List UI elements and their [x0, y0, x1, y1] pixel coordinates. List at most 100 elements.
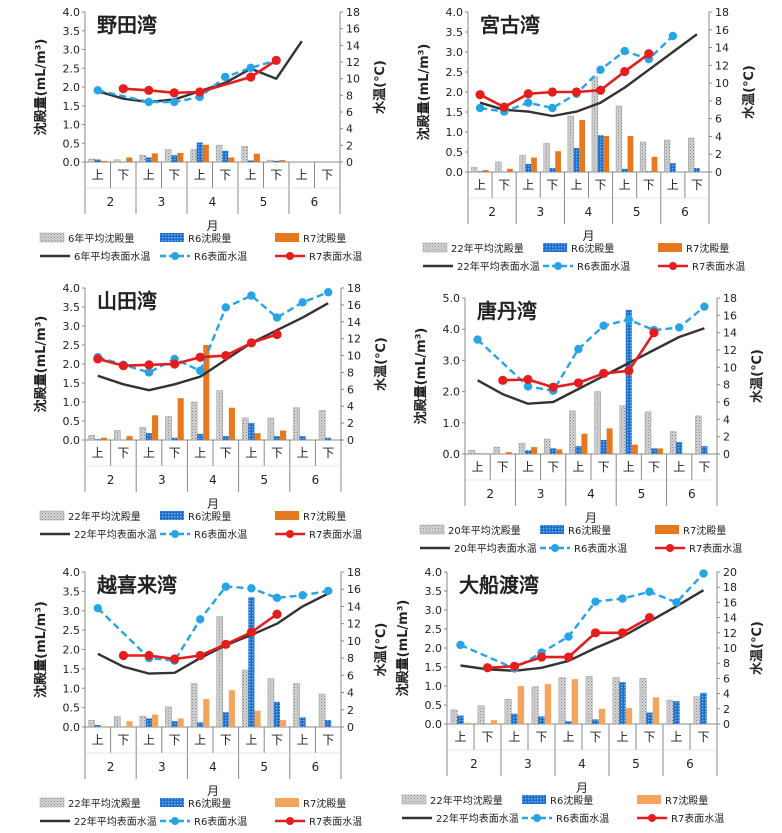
r7-bar — [651, 156, 658, 172]
r6-line-point — [247, 584, 256, 593]
legend-marker — [666, 544, 674, 552]
legend-label: 22年平均表面水温 — [74, 815, 157, 828]
left-tick-label: 4.0 — [63, 282, 81, 295]
avg-bar — [216, 616, 224, 728]
half-label: 上 — [667, 178, 679, 192]
r7-bar — [627, 136, 634, 172]
half-label: 下 — [648, 460, 660, 474]
avg-bar — [114, 430, 121, 441]
r6-bar — [600, 439, 607, 454]
left-tick-label: 0.0 — [443, 448, 461, 461]
right-tick-label: 16 — [347, 583, 361, 596]
right-tick-label: 8 — [723, 657, 730, 670]
legend-label: R6表面水温 — [194, 528, 247, 541]
right-tick-label: 14 — [723, 612, 737, 625]
half-label: 上 — [143, 733, 155, 747]
half-label: 下 — [271, 733, 283, 747]
r7-bar — [657, 448, 663, 454]
month-label: 2 — [486, 487, 494, 501]
r6-bar — [700, 692, 707, 724]
r6-bar — [549, 168, 556, 172]
right-tick-label: 4 — [723, 688, 730, 701]
right-tick-label: 14 — [347, 600, 361, 613]
half-label: 上 — [245, 168, 257, 182]
avg-bar — [88, 720, 96, 728]
r7-bar — [203, 345, 210, 440]
legend-label: 22年平均沈殿量 — [68, 797, 141, 810]
left-tick-label: 3.5 — [63, 301, 81, 314]
avg-bar — [663, 139, 671, 173]
legend-marker — [286, 252, 294, 260]
legend-label: 20年平均表面水温 — [454, 542, 537, 555]
r7-line-point — [599, 368, 609, 378]
r7-line-point — [620, 66, 630, 77]
month-label: 4 — [209, 760, 217, 774]
half-label: 下 — [595, 178, 607, 192]
avg-bar — [468, 450, 475, 455]
r7-bar — [598, 708, 606, 724]
r6-bar — [325, 437, 332, 440]
r7-line-point — [523, 374, 533, 385]
legend-label: R6沈殿量 — [188, 510, 231, 523]
r7-line-point — [595, 85, 606, 95]
right-tick-label: 6 — [715, 113, 722, 126]
legend-label: R6沈殿量 — [188, 797, 231, 810]
legend-marker — [286, 817, 294, 825]
avg-line — [477, 327, 705, 405]
avg-bar — [164, 149, 172, 163]
legend-label: R7表面水温 — [692, 260, 745, 273]
avg-bar — [594, 391, 601, 455]
legend-swatch — [275, 798, 299, 807]
avg-bar — [495, 161, 502, 173]
right-tick-label: 16 — [346, 23, 360, 36]
r6-bar — [273, 701, 281, 727]
month-label: 2 — [107, 195, 115, 209]
r6-line-point — [298, 591, 307, 600]
r7-line-point — [271, 55, 281, 65]
chart-title: 野田湾 — [97, 13, 157, 37]
r6-bar — [222, 436, 229, 440]
avg-bar — [293, 683, 300, 728]
avg-line — [97, 592, 329, 675]
r7-line-point — [498, 375, 508, 385]
r7-bar — [652, 697, 660, 724]
legend-label: R7沈殿量 — [303, 232, 346, 245]
avg-bar — [504, 699, 512, 725]
right-tick-label: 2 — [723, 703, 730, 716]
right-tick-label: 18 — [715, 6, 729, 19]
legend-label: R6表面水温 — [194, 815, 247, 828]
left-tick-label: 1.0 — [425, 680, 443, 693]
avg-bar — [669, 431, 677, 455]
half-label: 下 — [117, 733, 129, 747]
left-tick-label: 2.5 — [446, 66, 464, 79]
chart-panel-5: 0.0 0.5 1.0 1.5 2.0 2.5 3.0 3.5 4.0 0 2 4 6 8 10 12 14 16… — [33, 566, 389, 828]
left-axis-label: 沈殿量(mL/m³) — [33, 316, 49, 413]
half-label: 下 — [535, 730, 547, 744]
left-tick-label: 1.0 — [443, 417, 461, 430]
legend-swatch — [160, 233, 184, 242]
right-tick-label: 6 — [347, 383, 354, 396]
right-tick-label: 20 — [723, 566, 737, 579]
legend-marker — [669, 262, 677, 270]
r6-bar — [145, 157, 152, 162]
r7-bar — [228, 690, 235, 727]
half-label: 下 — [270, 168, 282, 182]
month-label: 2 — [107, 473, 115, 487]
r7-line-point — [563, 652, 574, 662]
r7-line-point — [509, 661, 520, 671]
avg-bar — [639, 141, 647, 173]
avg-bar — [215, 144, 223, 163]
left-tick-label: 2.5 — [63, 62, 81, 75]
r7-line-point — [144, 360, 154, 370]
right-tick-label: 12 — [346, 56, 360, 69]
r6-line-point — [247, 291, 256, 300]
r7-line-point — [475, 90, 485, 100]
r6-bar — [248, 597, 255, 727]
r7-line-point — [272, 609, 282, 619]
legend-label: 22年平均表面水温 — [457, 260, 540, 273]
r7-bar — [625, 708, 633, 724]
avg-bar — [139, 155, 146, 163]
r7-bar — [279, 160, 286, 162]
r6-line-point — [93, 86, 102, 95]
r7-bar — [254, 433, 261, 440]
